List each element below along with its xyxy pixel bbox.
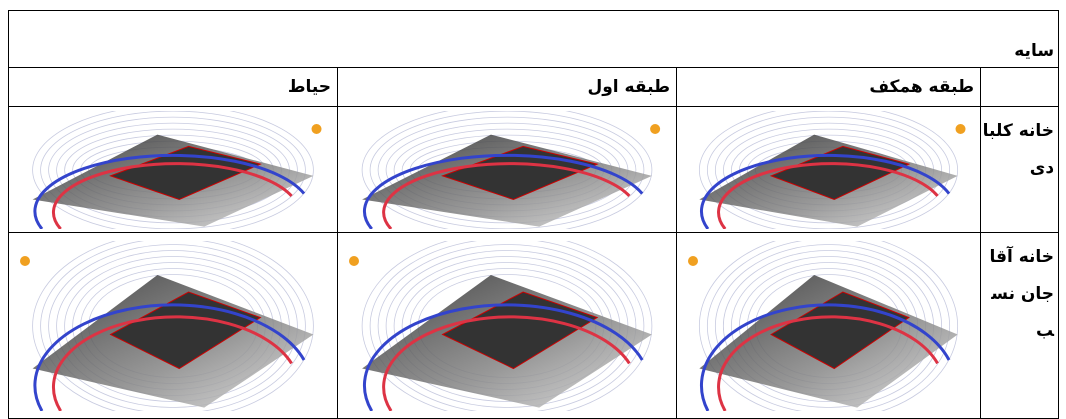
- shadow-render: [349, 240, 653, 411]
- shadow-render: [699, 110, 966, 229]
- sun-path: [48, 116, 298, 223]
- image-cell: [337, 106, 678, 233]
- row-label: خانه کلبادی: [980, 106, 1060, 233]
- sun-path: [369, 240, 645, 411]
- sun: [688, 255, 699, 266]
- image-cell: [676, 232, 982, 419]
- arc-blue: [363, 302, 644, 411]
- column-header: طبقه اول: [337, 67, 678, 107]
- corner-cell: [980, 67, 1060, 107]
- arc-red: [382, 161, 631, 229]
- arc-blue: [363, 153, 644, 229]
- sun-path: [377, 243, 637, 408]
- image-cell: [337, 232, 678, 419]
- sun-path: [40, 110, 306, 229]
- sun: [955, 123, 966, 134]
- sun-path: [361, 240, 653, 411]
- table-title: سایه: [7, 10, 1060, 68]
- arc-blue: [700, 302, 951, 411]
- sun-path: [707, 240, 951, 411]
- sun: [20, 255, 31, 266]
- shadow-render: [688, 240, 959, 411]
- arc-red: [717, 314, 939, 411]
- sun-path: [714, 243, 943, 408]
- sun-path: [32, 110, 314, 229]
- row-label: خانه آقاجان نسب: [980, 232, 1060, 419]
- sun-path: [714, 116, 943, 223]
- shadow-render: [361, 110, 661, 229]
- arc-red: [52, 161, 293, 229]
- sun-path: [48, 243, 298, 408]
- sun-path: [699, 110, 959, 229]
- sun-path: [369, 110, 645, 229]
- column-header: حیاط: [7, 67, 339, 107]
- sun: [311, 123, 322, 134]
- image-cell: [7, 232, 339, 419]
- shadow-render: [20, 240, 314, 411]
- arc-red: [382, 314, 631, 411]
- sun: [349, 255, 360, 266]
- sun-path: [361, 110, 653, 229]
- sun-path: [699, 240, 959, 411]
- arc-red: [52, 314, 293, 411]
- image-cell: [7, 106, 339, 233]
- arc-red: [717, 161, 939, 229]
- column-header: طبقه همکف: [676, 67, 982, 107]
- image-cell: [676, 106, 982, 233]
- sun-path: [40, 240, 306, 411]
- arc-blue: [33, 302, 306, 411]
- sun-path: [32, 240, 314, 411]
- arc-blue: [33, 153, 306, 229]
- sun: [650, 123, 661, 134]
- sun-path: [707, 110, 951, 229]
- shadow-table: سایه طبقه همکف طبقه اول حیاط خانه کلبادی…: [7, 10, 1060, 419]
- sun-path: [377, 116, 637, 223]
- shadow-render: [32, 110, 322, 229]
- arc-blue: [700, 153, 951, 229]
